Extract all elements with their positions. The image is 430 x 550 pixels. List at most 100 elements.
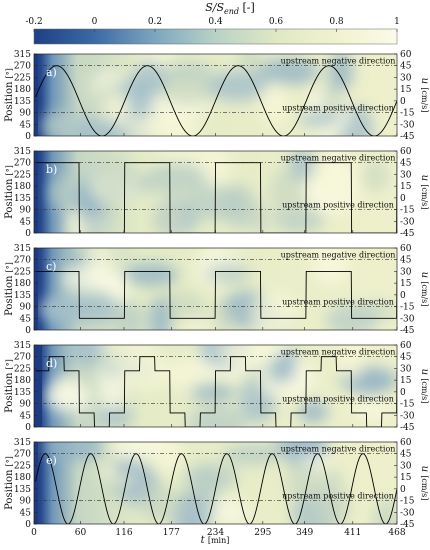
colorbar-ticks: -0.2 0 0.2 0.4 0.6 0.8 1 bbox=[25, 17, 400, 32]
heatmap-cell bbox=[220, 345, 277, 367]
x-tick-label: 295 bbox=[254, 528, 271, 538]
heatmap-cell bbox=[151, 203, 186, 233]
y-tick-label-right: -30 bbox=[400, 411, 415, 421]
annotation-upstream-negative: upstream negative direction bbox=[281, 154, 396, 163]
panel-b: upstream negative direction upstream posi… bbox=[4, 147, 430, 239]
annotation-upstream-positive: upstream positive direction bbox=[282, 104, 394, 113]
panel-label: b) bbox=[46, 163, 57, 176]
y-tick-label-left: 0 bbox=[25, 229, 31, 239]
y-tick-label-left: 315 bbox=[14, 244, 31, 254]
heatmap bbox=[34, 248, 397, 330]
y-axis-label-right: u [cm/s] bbox=[419, 369, 430, 404]
y-tick-label-left: 135 bbox=[14, 388, 31, 398]
heatmap-cell bbox=[260, 81, 289, 127]
heatmap-cell bbox=[328, 54, 354, 92]
y-tick-label-right: -15 bbox=[400, 497, 415, 507]
y-tick-label-left: 135 bbox=[14, 485, 31, 495]
y-axis-label-left: Position [°] bbox=[4, 359, 15, 413]
colorbar-tick-label: 0.4 bbox=[208, 17, 223, 27]
x-tick-label: 234 bbox=[207, 528, 224, 538]
heatmap-cell bbox=[256, 58, 319, 86]
heatmap bbox=[34, 345, 397, 427]
heatmap-cell bbox=[154, 151, 210, 163]
colorbar-tick-label: 1 bbox=[394, 17, 400, 27]
annotation-upstream-positive: upstream positive direction bbox=[282, 395, 394, 404]
panel-c: upstream negative direction upstream posi… bbox=[4, 244, 430, 336]
heatmap-cell bbox=[339, 345, 364, 381]
annotation-upstream-negative: upstream negative direction bbox=[281, 251, 396, 260]
y-tick-label-right: 30 bbox=[400, 267, 412, 277]
y-tick-label-left: 270 bbox=[14, 159, 31, 169]
heatmap-cell bbox=[289, 151, 315, 182]
y-tick-label-right: 30 bbox=[400, 170, 412, 180]
heatmap-edge bbox=[34, 442, 38, 524]
y-tick-label-right: -15 bbox=[400, 206, 415, 216]
heatmap-cell bbox=[138, 486, 182, 524]
heatmap-cell bbox=[122, 263, 179, 287]
y-tick-label-left: 0 bbox=[25, 326, 31, 336]
y-tick-label-right: 15 bbox=[400, 279, 412, 289]
heatmap-blobs bbox=[40, 54, 374, 136]
y-tick-label-left: 90 bbox=[20, 497, 32, 507]
x-tick-label: 0 bbox=[31, 528, 37, 538]
x-tick-label: 60 bbox=[75, 528, 87, 538]
heatmap-cell bbox=[189, 383, 236, 402]
x-tick-label: 468 bbox=[388, 528, 405, 538]
heatmap-cell bbox=[284, 465, 324, 502]
y-axis-label-left: Position [°] bbox=[4, 165, 15, 219]
heatmap-cell bbox=[151, 54, 173, 65]
y-tick-label-left: 0 bbox=[25, 520, 31, 530]
heatmap-edge bbox=[34, 345, 42, 427]
heatmap-cell bbox=[114, 353, 175, 391]
heatmap-edge bbox=[34, 151, 38, 233]
y-tick-label-left: 180 bbox=[14, 182, 31, 192]
y-axis-label-right: u [cm/s] bbox=[419, 175, 430, 210]
y-tick-label-right: -15 bbox=[400, 109, 415, 119]
y-tick-label-left: 180 bbox=[14, 473, 31, 483]
y-tick-label-right: 15 bbox=[400, 182, 412, 192]
y-tick-label-right: -15 bbox=[400, 400, 415, 410]
x-tick-label: 349 bbox=[296, 528, 313, 538]
panel-label: c) bbox=[46, 260, 56, 273]
y-tick-label-left: 45 bbox=[20, 411, 32, 421]
y-tick-label-right: 0 bbox=[400, 388, 406, 398]
y-axis-label-right: u [cm/s] bbox=[419, 78, 430, 113]
y-tick-label-left: 315 bbox=[14, 438, 31, 448]
y-tick-label-right: 60 bbox=[400, 438, 412, 448]
colorbar-title: S/Send [-] bbox=[205, 1, 255, 16]
colorbar-tick-label: -0.2 bbox=[25, 17, 42, 27]
y-tick-label-right: 45 bbox=[400, 353, 412, 363]
y-tick-label-right: 60 bbox=[400, 50, 412, 60]
y-tick-label-right: 60 bbox=[400, 341, 412, 351]
heatmap-cell bbox=[76, 54, 99, 95]
heatmap-cell bbox=[146, 162, 208, 196]
colorbar: S/Send [-] -0.2 0 0.2 0.4 0.6 0.8 1 bbox=[25, 1, 400, 45]
panel-d: upstream negative direction upstream posi… bbox=[4, 341, 430, 433]
heatmap-cell bbox=[205, 262, 252, 285]
y-axis-label-left: Position [°] bbox=[4, 68, 15, 122]
annotation-upstream-positive: upstream positive direction bbox=[282, 492, 394, 501]
heatmap-cell bbox=[65, 210, 86, 233]
y-tick-label-left: 135 bbox=[14, 97, 31, 107]
y-tick-label-left: 90 bbox=[20, 400, 32, 410]
y-tick-label-left: 270 bbox=[14, 62, 31, 72]
annotation-upstream-negative: upstream negative direction bbox=[281, 445, 396, 454]
heatmap-cell bbox=[61, 265, 120, 292]
x-tick-label: 116 bbox=[115, 528, 132, 538]
heatmap-cell bbox=[65, 345, 108, 367]
y-tick-label-right: -45 bbox=[400, 520, 415, 530]
heatmap-cell bbox=[309, 248, 348, 275]
y-tick-label-left: 225 bbox=[14, 461, 31, 471]
heatmap-cell bbox=[272, 442, 329, 459]
y-tick-label-right: -45 bbox=[400, 132, 415, 142]
heatmap-cell bbox=[149, 297, 171, 330]
heatmap-cell bbox=[175, 316, 219, 330]
heatmap-cell bbox=[95, 163, 133, 204]
y-tick-label-left: 45 bbox=[20, 508, 32, 518]
y-tick-label-right: 0 bbox=[400, 485, 406, 495]
y-tick-label-left: 45 bbox=[20, 314, 32, 324]
colorbar-tick-label: 0 bbox=[92, 17, 98, 27]
heatmap-cell bbox=[221, 183, 257, 229]
velocity-curve bbox=[35, 356, 397, 427]
